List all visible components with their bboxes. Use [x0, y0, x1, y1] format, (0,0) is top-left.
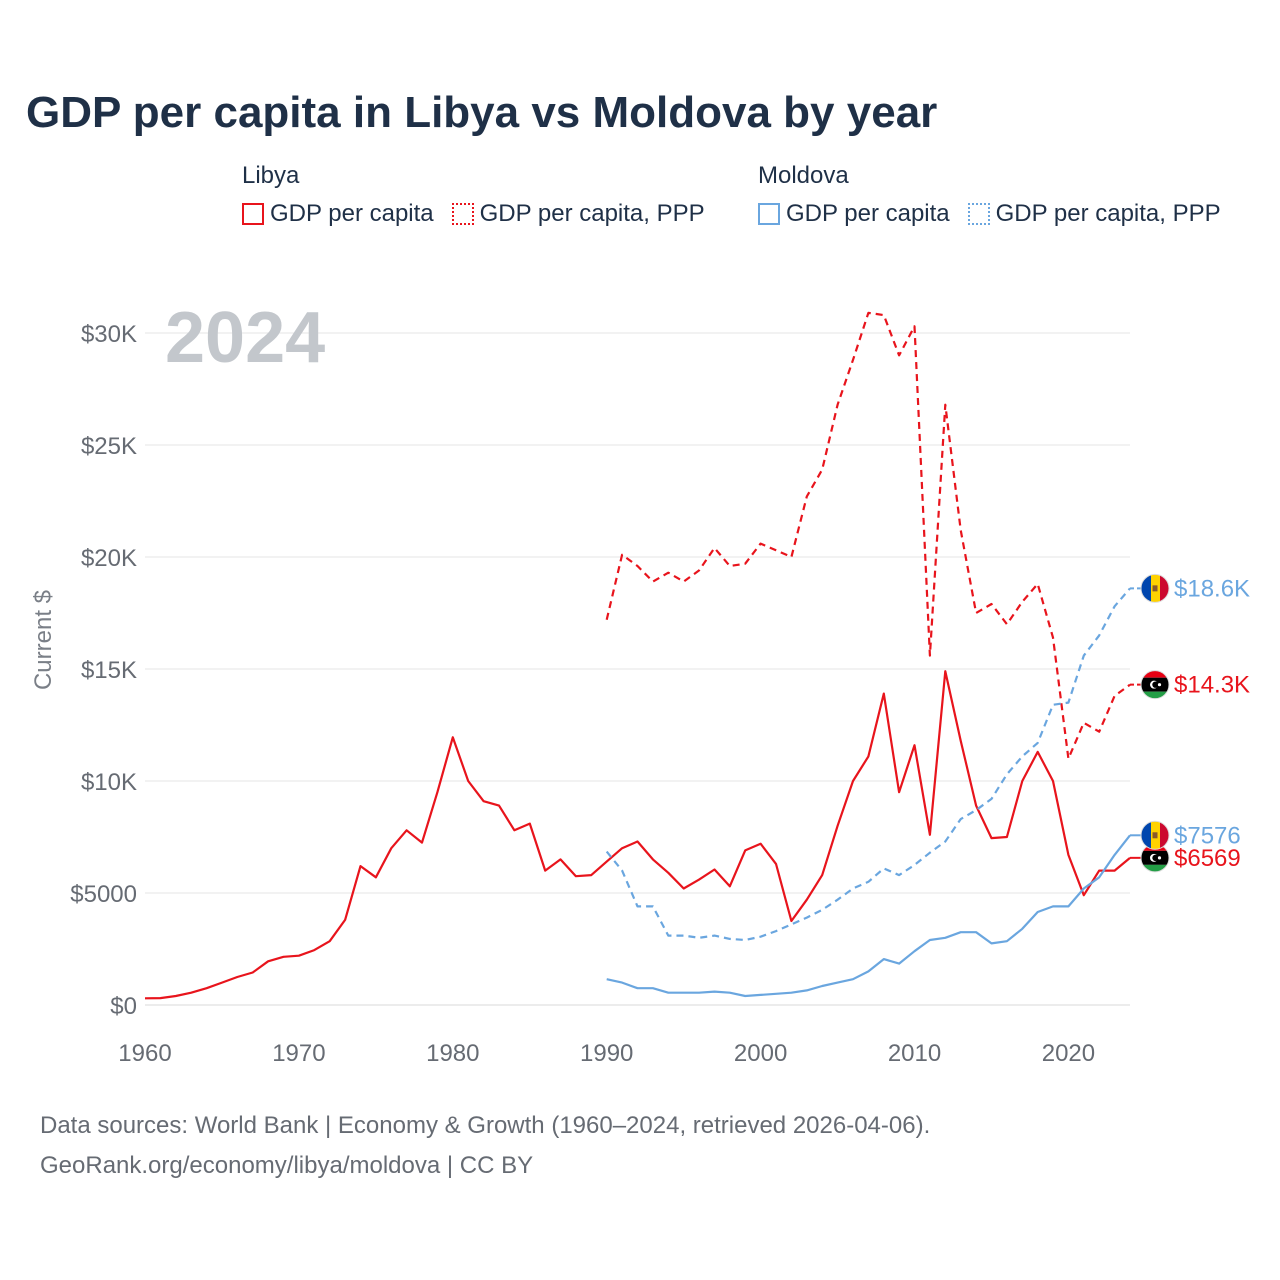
y-tick-label: $30K	[81, 321, 137, 348]
y-tick-label: $0	[110, 993, 137, 1020]
x-tick-label: 1980	[426, 1040, 479, 1067]
legend-group-moldova: Moldova GDP per capita GDP per capita, P…	[758, 162, 1221, 228]
flag-stripe	[1141, 670, 1169, 678]
flag-stripe	[1160, 574, 1169, 603]
legend-swatch-solid-icon	[242, 203, 264, 225]
legend-swatch-solid-icon	[758, 203, 780, 225]
flag-body	[1141, 821, 1169, 850]
flag-star	[1157, 856, 1162, 860]
year-watermark: 2024	[165, 298, 325, 378]
legend-group-libya: Libya GDP per capita GDP per capita, PPP	[242, 162, 705, 228]
moldova-flag-icon	[1140, 820, 1170, 850]
x-tick-label: 2010	[888, 1040, 941, 1067]
flag-crescent	[1152, 854, 1159, 862]
x-tick-label: 1990	[580, 1040, 633, 1067]
y-axis-label: Current $	[30, 590, 57, 690]
legend-item-label: GDP per capita	[786, 200, 950, 227]
libya-flag-icon	[1140, 670, 1170, 700]
flag-star	[1157, 683, 1162, 687]
legend-group-title: Moldova	[758, 162, 849, 189]
flag-emblem	[1152, 585, 1158, 592]
flag-body	[1141, 670, 1169, 699]
end-value-label: $6569	[1174, 845, 1241, 872]
series-line	[606, 834, 1131, 998]
series-line	[144, 670, 1131, 1000]
end-value-label: $18.6K	[1174, 575, 1250, 602]
flag-emblem	[1152, 832, 1158, 839]
flag-ring	[1140, 573, 1170, 603]
legend-swatch-dotted-icon	[967, 203, 990, 225]
chart-title: GDP per capita in Libya vs Moldova by ye…	[26, 88, 938, 137]
legend-item-label: GDP per capita, PPP	[995, 200, 1221, 227]
source-line: Data sources: World Bank | Economy & Gro…	[40, 1112, 931, 1139]
source-footer: Data sources: World Bank | Economy & Gro…	[40, 1106, 930, 1186]
y-tick-label: $10K	[81, 769, 137, 796]
legend-swatch-dotted-icon	[451, 203, 474, 225]
end-value-label: $7576	[1174, 822, 1241, 849]
attribution-line: GeoRank.org/economy/libya/moldova | CC B…	[40, 1152, 534, 1179]
flag-ring	[1140, 670, 1170, 700]
flag-stripe	[1141, 821, 1151, 850]
flag-body	[1141, 574, 1169, 603]
end-value-label: $14.3K	[1174, 672, 1250, 699]
x-tick-label: 2000	[734, 1040, 787, 1067]
series-line	[605, 587, 1131, 942]
flag-stripe	[1141, 691, 1169, 699]
legend-item-label: GDP per capita, PPP	[479, 200, 705, 227]
legend-item-label: GDP per capita	[270, 200, 434, 227]
flag-crescent	[1152, 681, 1159, 688]
x-tick-label: 1960	[118, 1040, 171, 1067]
y-tick-label: $25K	[81, 433, 137, 460]
moldova-flag-icon	[1140, 573, 1170, 603]
y-tick-label: $20K	[81, 545, 137, 572]
x-tick-label: 2020	[1042, 1040, 1095, 1067]
legend-item-moldova-gdp[interactable]: GDP per capita	[758, 200, 950, 228]
flag-ring	[1140, 820, 1170, 850]
legend-item-libya-gdp[interactable]: GDP per capita	[242, 200, 434, 228]
y-tick-label: $5000	[70, 881, 137, 908]
series-line	[605, 311, 1131, 760]
flag-stripe	[1141, 574, 1151, 603]
legend-group-title: Libya	[242, 162, 300, 189]
flag-stripe	[1141, 864, 1169, 872]
legend-item-libya-gdp-ppp[interactable]: GDP per capita, PPP	[451, 200, 705, 228]
y-tick-label: $15K	[81, 657, 137, 684]
x-tick-label: 1970	[272, 1040, 325, 1067]
flag-stripe	[1160, 821, 1169, 850]
legend-item-moldova-gdp-ppp[interactable]: GDP per capita, PPP	[967, 200, 1221, 228]
